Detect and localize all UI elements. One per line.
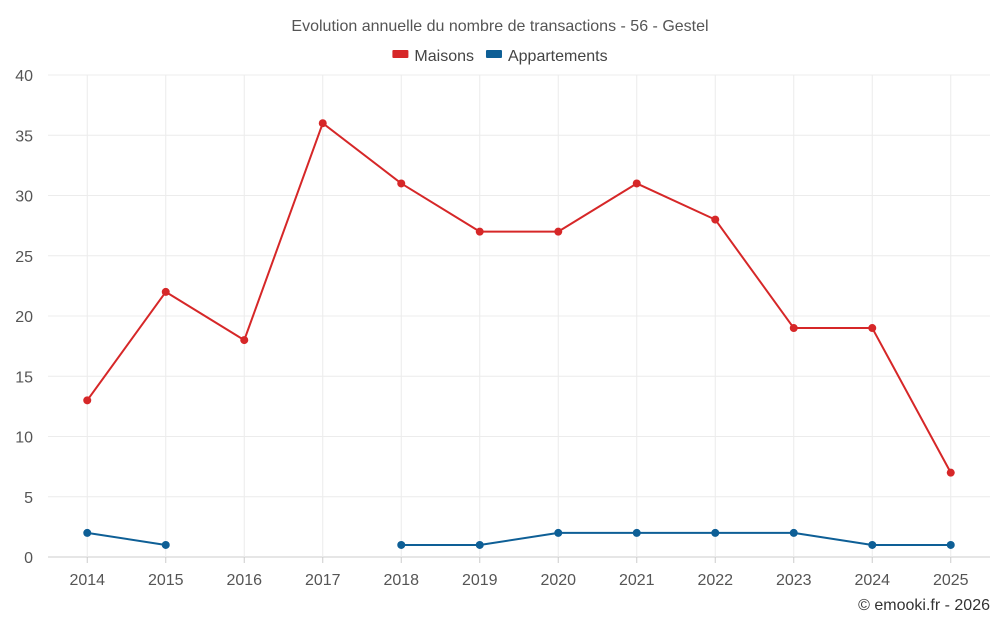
data-point-appartements-2025: [946, 540, 955, 549]
y-tick-label: 35: [15, 128, 33, 145]
x-tick-label: 2017: [305, 572, 341, 589]
series-maisons: [83, 119, 955, 477]
data-point-maisons-2023: [789, 324, 798, 333]
data-point-maisons-2018: [397, 179, 406, 188]
y-tick-label: 10: [15, 430, 33, 447]
series-appartements: [83, 528, 955, 549]
x-tick-label: 2025: [933, 572, 969, 589]
data-point-appartements-2020: [554, 528, 563, 537]
legend: Maisons Appartements: [392, 48, 608, 65]
x-tick-label: 2020: [540, 572, 576, 589]
data-point-maisons-2020: [554, 227, 563, 236]
legend-label-appartements: Appartements: [508, 48, 608, 65]
x-tick-label: 2019: [462, 572, 498, 589]
x-tick-label: 2022: [697, 572, 733, 589]
data-point-maisons-2014: [83, 396, 92, 405]
data-point-appartements-2015: [161, 540, 170, 549]
y-tick-label: 40: [15, 68, 33, 85]
chart-title: Evolution annuelle du nombre de transact…: [291, 18, 708, 35]
data-point-appartements-2018: [397, 540, 406, 549]
series-line-appartements: [401, 531, 951, 546]
y-tick-label: 5: [24, 490, 33, 507]
data-point-appartements-2021: [632, 528, 641, 537]
data-point-maisons-2024: [868, 324, 877, 333]
data-point-maisons-2016: [240, 336, 249, 345]
x-tick-label: 2015: [148, 572, 184, 589]
credit-text: © emooki.fr - 2026: [858, 597, 990, 614]
y-tick-label: 30: [15, 189, 33, 206]
data-point-appartements-2022: [711, 528, 720, 537]
data-point-maisons-2017: [318, 119, 327, 128]
data-point-maisons-2019: [475, 227, 484, 236]
x-tick-label: 2024: [854, 572, 890, 589]
data-point-maisons-2025: [946, 468, 955, 477]
data-point-appartements-2024: [868, 540, 877, 549]
data-point-maisons-2022: [711, 215, 720, 224]
data-point-maisons-2015: [161, 287, 170, 296]
series-line-appartements: [87, 531, 166, 546]
y-tick-label: 25: [15, 249, 33, 266]
y-tick-label: 15: [15, 369, 33, 386]
x-tick-label: 2014: [69, 572, 105, 589]
x-tick-label: 2016: [226, 572, 262, 589]
data-point-maisons-2021: [632, 179, 641, 188]
series-layer: [83, 119, 955, 549]
y-tick-label: 0: [24, 550, 33, 567]
data-point-appartements-2019: [475, 540, 484, 549]
data-point-appartements-2023: [789, 528, 798, 537]
x-tick-label: 2018: [383, 572, 419, 589]
legend-swatch-maisons: [392, 50, 409, 58]
x-tick-label: 2021: [619, 572, 655, 589]
y-tick-label: 20: [15, 309, 33, 326]
x-tick-label: 2023: [776, 572, 812, 589]
grid: [48, 74, 990, 558]
series-line-maisons: [86, 122, 952, 474]
legend-swatch-appartements: [485, 50, 502, 58]
legend-label-maisons: Maisons: [414, 48, 474, 65]
data-point-appartements-2014: [83, 528, 92, 537]
